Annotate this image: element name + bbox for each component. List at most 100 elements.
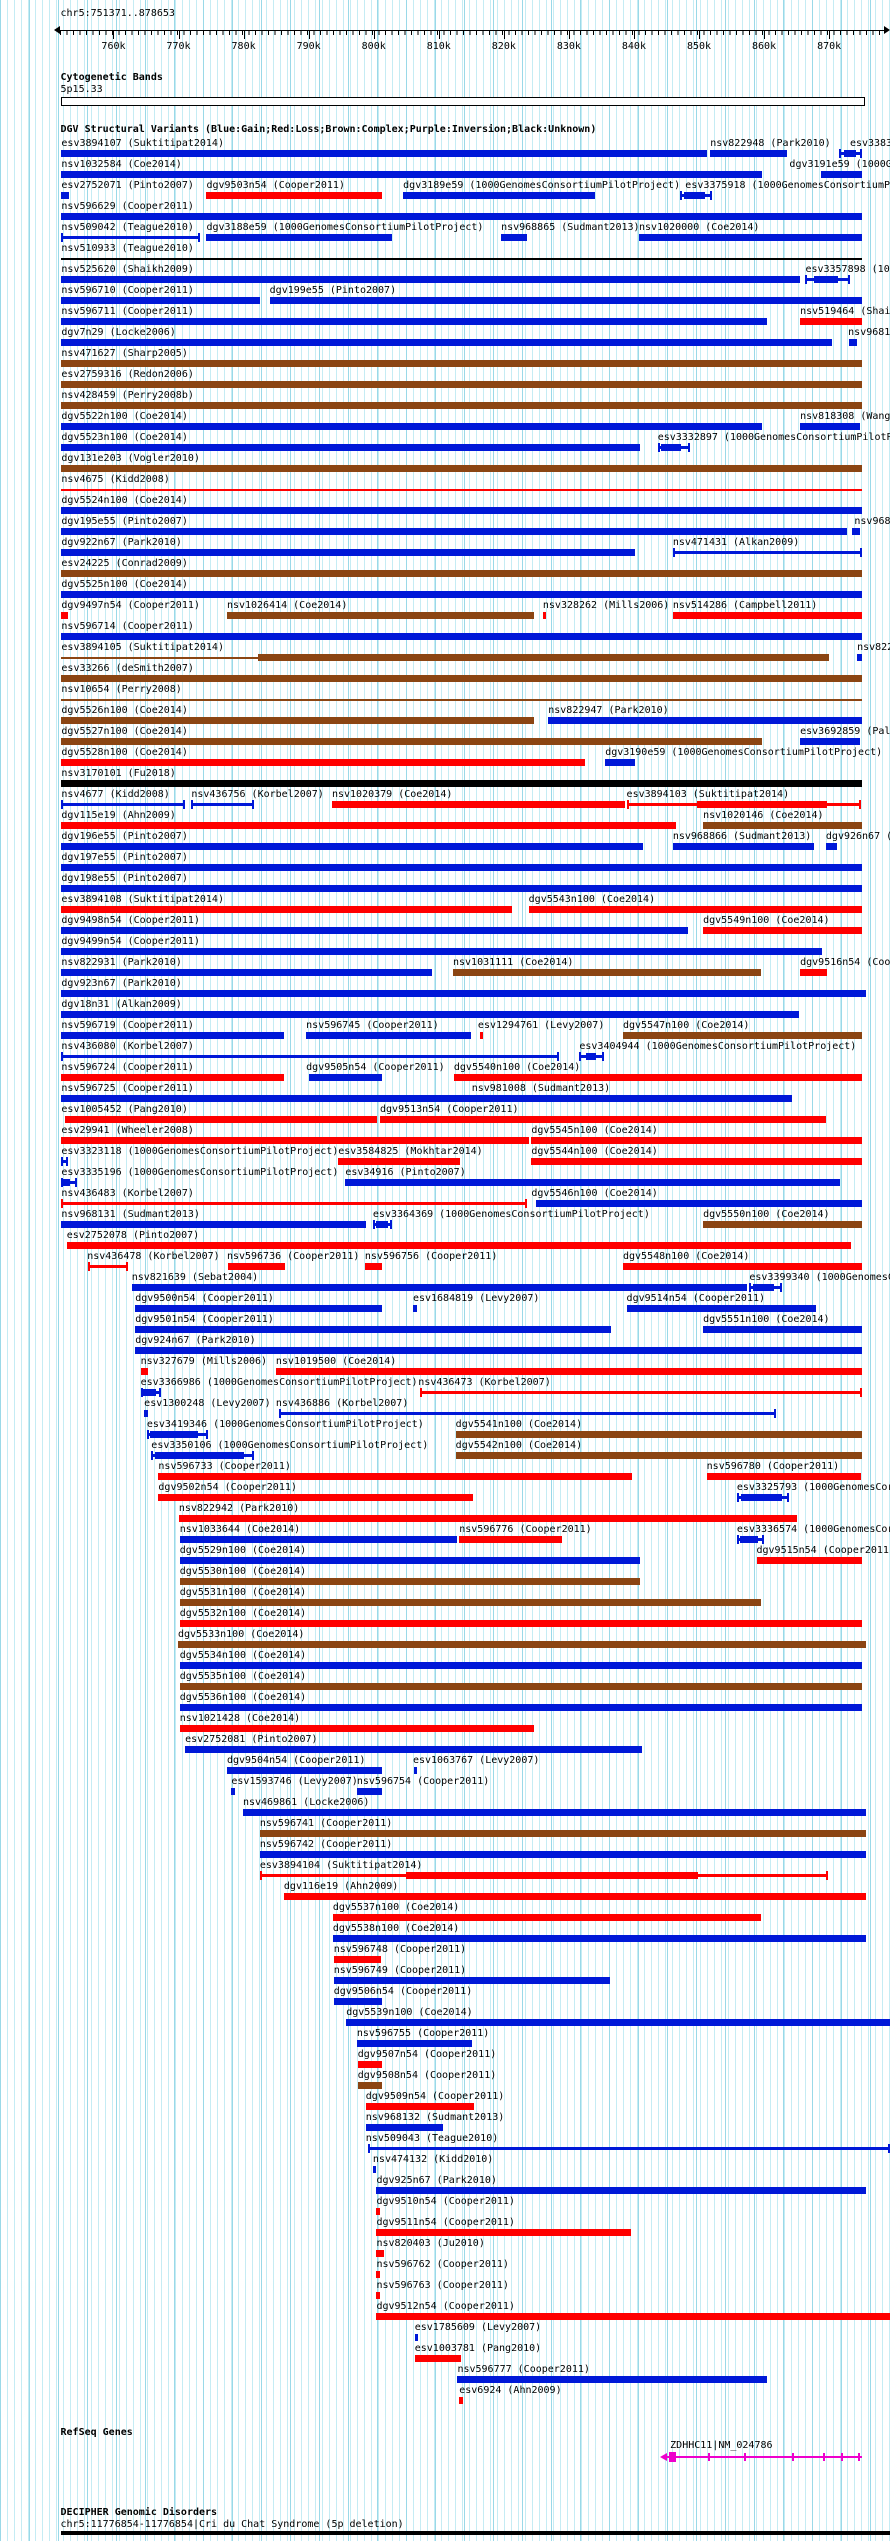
variant-label[interactable]: nsv469861 (Locke2006) bbox=[242, 1797, 370, 1808]
variant-bar[interactable] bbox=[61, 1011, 800, 1018]
variant-bar[interactable] bbox=[258, 654, 830, 661]
variant-label[interactable]: dgv9509n54 (Cooper2011) bbox=[365, 2091, 505, 2102]
variant-label[interactable]: dgv197e55 (Pinto2007) bbox=[61, 852, 188, 863]
variant-label[interactable]: dgv5530n100 (Coe2014) bbox=[179, 1566, 307, 1577]
variant-label[interactable]: nsv9681 bbox=[848, 327, 890, 338]
variant-bar[interactable] bbox=[226, 612, 534, 619]
variant-bar[interactable] bbox=[345, 1179, 841, 1186]
variant-label[interactable]: nsv596733 (Cooper2011) bbox=[158, 1461, 291, 1472]
variant-bar[interactable] bbox=[144, 1410, 148, 1417]
variant-bar[interactable] bbox=[66, 1242, 851, 1249]
variant-label[interactable]: nsv436080 (Korbel2007) bbox=[61, 1041, 194, 1052]
variant-label[interactable]: nsv822948 (Park2010) bbox=[710, 138, 831, 149]
variant-bar[interactable] bbox=[585, 1053, 597, 1060]
variant-label[interactable]: esv1063767 (Levy2007) bbox=[412, 1755, 540, 1766]
variant-bar[interactable] bbox=[672, 612, 863, 619]
variant-bar[interactable] bbox=[283, 1893, 866, 1900]
variant-label[interactable]: nsv596762 (Cooper2011) bbox=[376, 2259, 509, 2270]
variant-bar[interactable] bbox=[242, 1809, 866, 1816]
variant-bar[interactable] bbox=[61, 381, 863, 388]
variant-bar[interactable] bbox=[528, 906, 863, 913]
variant-bar[interactable] bbox=[531, 1137, 863, 1144]
variant-label[interactable]: esv3894105 (Suktitipat2014) bbox=[61, 642, 224, 653]
variant-bar[interactable] bbox=[61, 780, 863, 787]
variant-bar[interactable] bbox=[376, 2250, 385, 2257]
variant-label[interactable]: dgv9512n54 (Cooper2011) bbox=[376, 2301, 515, 2312]
variant-label[interactable]: esv2752071 (Pinto2007) bbox=[61, 180, 194, 191]
decipher-region-bar[interactable] bbox=[60, 2531, 890, 2535]
variant-label[interactable]: esv1300248 (Levy2007) bbox=[144, 1398, 271, 1409]
variant-label[interactable]: nsv1032584 (Coe2014) bbox=[61, 159, 182, 170]
variant-bar[interactable] bbox=[206, 192, 382, 199]
decipher-entry[interactable]: chr5:11776854-11776854|Cri du Chat Syndr… bbox=[60, 2519, 404, 2530]
variant-bar[interactable] bbox=[61, 1157, 68, 1166]
variant-label[interactable]: esv3350106 (1000GenomesConsortiumPilotPr… bbox=[151, 1440, 429, 1451]
variant-label[interactable]: esv3364369 (1000GenomesConsortiumPilotPr… bbox=[372, 1209, 650, 1220]
variant-label[interactable]: nsv596748 (Cooper2011) bbox=[333, 1944, 467, 1955]
variant-bar[interactable] bbox=[800, 738, 860, 745]
variant-bar[interactable] bbox=[61, 1052, 559, 1061]
variant-label[interactable]: dgv5535n100 (Coe2014) bbox=[179, 1671, 307, 1682]
variant-label[interactable]: nsv510933 (Teague2010) bbox=[61, 243, 194, 254]
variant-label[interactable]: dgv9507n54 (Cooper2011) bbox=[357, 2049, 497, 2060]
variant-bar[interactable] bbox=[739, 1536, 759, 1543]
variant-bar[interactable] bbox=[405, 1872, 698, 1879]
variant-label[interactable]: dgv5543n100 (Coe2014) bbox=[528, 894, 656, 905]
variant-label[interactable]: dgv922n67 (Park2010) bbox=[61, 537, 182, 548]
variant-label[interactable]: nsv596755 (Cooper2011) bbox=[356, 2028, 490, 2039]
gene-glyph[interactable] bbox=[659, 2452, 863, 2462]
variant-label[interactable]: esv3419346 (1000GenomesConsortiumPilotPr… bbox=[146, 1419, 424, 1430]
variant-bar[interactable] bbox=[459, 2397, 463, 2404]
variant-bar[interactable] bbox=[455, 1452, 863, 1459]
variant-label[interactable]: nsv596749 (Cooper2011) bbox=[333, 1965, 467, 1976]
variant-label[interactable]: nsv968132 (Sudmant2013) bbox=[365, 2112, 505, 2123]
variant-bar[interactable] bbox=[61, 276, 801, 283]
variant-bar[interactable] bbox=[154, 1452, 244, 1459]
variant-label[interactable]: nsv1020379 (Coe2014) bbox=[331, 789, 453, 800]
variant-label[interactable]: nsv596777 (Cooper2011) bbox=[457, 2364, 590, 2375]
variant-bar[interactable] bbox=[414, 2355, 461, 2362]
variant-label[interactable]: nsv596710 (Cooper2011) bbox=[61, 285, 194, 296]
variant-label[interactable]: dgv198e55 (Pinto2007) bbox=[61, 873, 188, 884]
variant-label[interactable]: nsv1033644 (Coe2014) bbox=[179, 1524, 301, 1535]
variant-label[interactable]: nsv596725 (Cooper2011) bbox=[61, 1083, 194, 1094]
variant-bar[interactable] bbox=[368, 2144, 890, 2153]
variant-label[interactable]: dgv9498n54 (Cooper2011) bbox=[61, 915, 200, 926]
variant-label[interactable]: esv3894103 (Suktitipat2014) bbox=[626, 789, 790, 800]
variant-bar[interactable] bbox=[825, 843, 838, 850]
variant-label[interactable]: dgv9501n54 (Cooper2011) bbox=[135, 1314, 274, 1325]
variant-label[interactable]: dgv5539n100 (Coe2014) bbox=[346, 2007, 473, 2018]
variant-bar[interactable] bbox=[535, 1200, 863, 1207]
variant-label[interactable]: nsv596742 (Cooper2011) bbox=[259, 1839, 393, 1850]
gene-label[interactable]: ZDHHC11|NM_024786 bbox=[670, 2440, 773, 2451]
variant-bar[interactable] bbox=[179, 1662, 863, 1669]
variant-bar[interactable] bbox=[269, 297, 863, 304]
variant-bar[interactable] bbox=[501, 234, 527, 241]
variant-bar[interactable] bbox=[88, 1262, 129, 1271]
variant-label[interactable]: nsv968 bbox=[854, 516, 890, 527]
variant-bar[interactable] bbox=[61, 885, 863, 892]
variant-label[interactable]: dgv9502n54 (Cooper2011) bbox=[158, 1482, 297, 1493]
variant-bar[interactable] bbox=[61, 612, 68, 619]
variant-label[interactable]: dgv9513n54 (Cooper2011) bbox=[380, 1104, 519, 1115]
variant-label[interactable]: nsv981008 (Sudmant2013) bbox=[471, 1083, 611, 1094]
variant-label[interactable]: dgv9516n54 (Coo bbox=[800, 957, 890, 968]
variant-label[interactable]: dgv5537n100 (Coe2014) bbox=[332, 1902, 460, 1913]
variant-label[interactable]: dgv5548n100 (Coe2014) bbox=[623, 1251, 750, 1262]
variant-bar[interactable] bbox=[179, 1536, 457, 1543]
variant-bar[interactable] bbox=[61, 657, 259, 659]
variant-label[interactable]: esv29941 (Wheeler2008) bbox=[61, 1125, 194, 1136]
variant-label[interactable]: dgv5541n100 (Coe2014) bbox=[455, 1419, 583, 1430]
variant-label[interactable]: esv1684819 (Levy2007) bbox=[412, 1293, 540, 1304]
variant-bar[interactable] bbox=[356, 1788, 382, 1795]
variant-bar[interactable] bbox=[357, 2061, 382, 2068]
variant-label[interactable]: nsv820403 (Ju2010) bbox=[376, 2238, 485, 2249]
variant-label[interactable]: dgv5531n100 (Coe2014) bbox=[179, 1587, 307, 1598]
variant-label[interactable]: nsv596745 (Cooper2011) bbox=[306, 1020, 439, 1031]
variant-bar[interactable] bbox=[61, 528, 848, 535]
variant-bar[interactable] bbox=[672, 548, 863, 557]
variant-bar[interactable] bbox=[412, 1305, 417, 1312]
variant-bar[interactable] bbox=[308, 1074, 382, 1081]
variant-label[interactable]: nsv596756 (Cooper2011) bbox=[364, 1251, 498, 1262]
variant-label[interactable]: nsv471431 (Alkan2009) bbox=[672, 537, 800, 548]
